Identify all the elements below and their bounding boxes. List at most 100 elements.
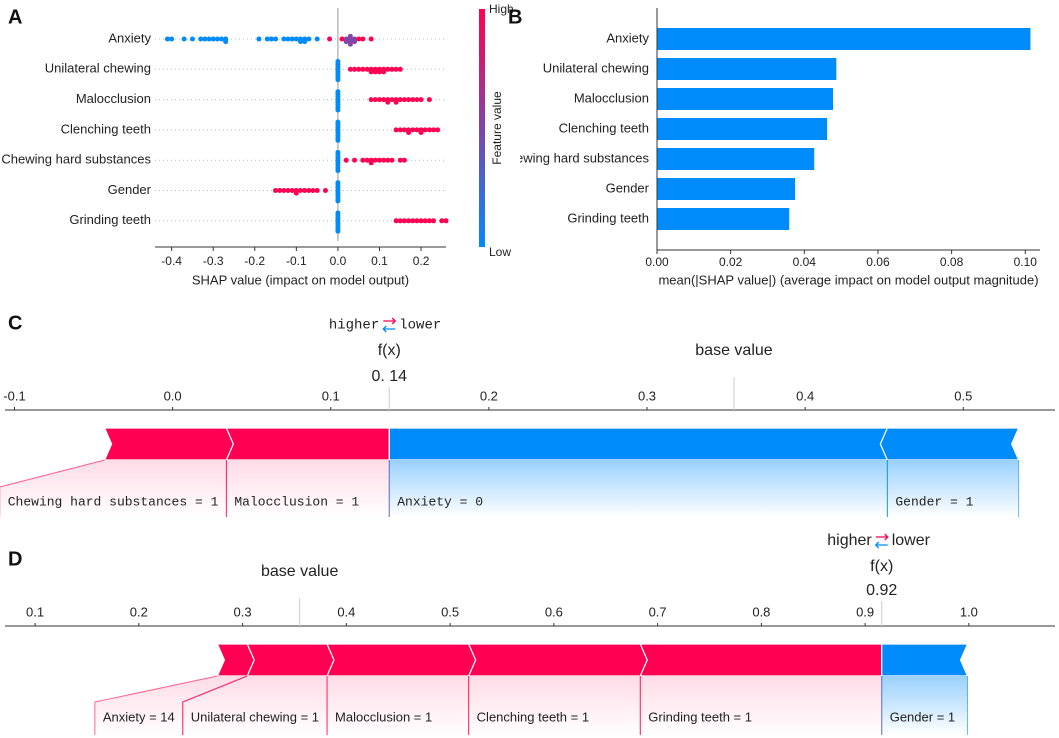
shap-point	[381, 97, 387, 103]
shap-point	[397, 218, 403, 224]
x-tick-label: 0.8	[752, 604, 770, 619]
shap-point	[164, 36, 170, 42]
shap-point	[422, 127, 428, 133]
shap-point	[293, 190, 299, 196]
shap-point	[306, 36, 312, 42]
panel: C -0.1 0.0 0.1 0.2 0.3 0.4 0.5 f(x) 0. 14 base val…	[0, 312, 1055, 517]
y-tick-label: Anxiety	[606, 30, 649, 45]
shap-point	[414, 218, 420, 224]
y-tick-label: Gender	[108, 182, 152, 197]
x-tick-label: 0.0	[164, 388, 182, 403]
shap-point	[368, 36, 374, 42]
shap-point	[306, 188, 312, 193]
shap-point	[401, 127, 407, 133]
force-segment	[225, 427, 390, 461]
panel-letter: C	[8, 312, 22, 334]
shap-point	[335, 107, 341, 113]
x-tick-label: 0.0	[330, 254, 347, 268]
x-tick-label: 0.6	[545, 604, 563, 619]
shap-point	[302, 39, 308, 45]
y-tick-label: Grinding teeth	[69, 212, 151, 227]
feature-label: Malocclusion = 1	[335, 709, 432, 724]
fx-value: 0. 14	[371, 368, 407, 385]
shap-point	[335, 89, 341, 95]
shap-point	[393, 99, 399, 105]
lower-arrow	[382, 325, 396, 333]
shap-point	[219, 36, 225, 42]
shap-point	[435, 127, 441, 133]
label-region	[389, 460, 888, 517]
label-region	[881, 676, 968, 735]
shap-point	[368, 97, 374, 103]
feature-label: Chewing hard substances = 1	[8, 494, 219, 509]
shap-point	[418, 218, 424, 224]
shap-point	[277, 188, 283, 193]
shap-point	[285, 188, 291, 193]
shap-point	[393, 66, 399, 72]
lower-label: lower	[399, 318, 441, 334]
shap-point	[389, 66, 395, 72]
shap-point	[426, 127, 432, 133]
shap-point	[376, 97, 382, 103]
shap-point	[410, 127, 416, 133]
shap-point	[368, 160, 374, 166]
shap-point	[281, 36, 287, 42]
shap-point	[335, 137, 341, 143]
feature-label: Anxiety = 14	[103, 709, 175, 724]
shap-point	[410, 218, 416, 224]
force-segment	[881, 643, 969, 677]
label-leader	[182, 675, 248, 735]
x-tick-label: 0.5	[441, 604, 459, 619]
shap-point	[406, 218, 412, 224]
panel-letter: B	[508, 6, 522, 28]
force-segment	[639, 643, 883, 677]
shap-point	[327, 36, 333, 42]
y-tick-label: Grinding teeth	[567, 210, 649, 225]
shap-point	[281, 188, 287, 193]
force-segment	[246, 643, 335, 677]
x-axis-label: SHAP value (impact on model output)	[192, 272, 409, 287]
shap-point	[372, 69, 378, 75]
shap-point	[335, 59, 341, 64]
shap-point	[397, 157, 403, 163]
shap-point	[418, 130, 424, 135]
shap-point	[169, 36, 175, 42]
shapes	[0, 317, 1055, 517]
label-region	[94, 676, 248, 735]
y-tick-label: Clenching teeth	[61, 121, 151, 136]
bar	[657, 208, 790, 230]
shap-point	[352, 157, 358, 163]
shap-point	[347, 33, 353, 39]
x-tick-label: 0.04	[793, 255, 817, 269]
shap-point	[431, 218, 437, 224]
bar	[657, 178, 796, 200]
shap-point	[314, 36, 320, 42]
x-tick-label: 0.08	[940, 255, 964, 269]
panel-letter: D	[8, 548, 22, 570]
shap-point	[210, 36, 216, 42]
x-tick-label: 0.2	[130, 604, 148, 619]
shap-point	[360, 36, 366, 42]
feature-label: Grinding teeth = 1	[648, 709, 752, 724]
y-tick-label: Malocclusion	[574, 90, 649, 105]
shap-point	[223, 39, 229, 45]
shap-point	[376, 69, 382, 75]
colorbar	[479, 9, 485, 247]
shap-point	[422, 218, 428, 224]
x-tick-label: 0.1	[26, 604, 44, 619]
colorbar-high: High	[489, 2, 514, 16]
shap-point	[352, 66, 358, 72]
base-label: base value	[695, 342, 772, 359]
shap-point	[189, 36, 195, 42]
bar	[657, 88, 834, 110]
shap-point	[364, 66, 370, 72]
fx-label: f(x)	[378, 342, 401, 359]
label-region	[182, 676, 328, 735]
force-segment	[326, 643, 477, 677]
shap-point	[401, 157, 407, 163]
shap-point	[285, 36, 291, 42]
label-region	[468, 676, 641, 735]
shap-point	[343, 39, 349, 45]
x-tick-label: 0.10	[1014, 255, 1038, 269]
